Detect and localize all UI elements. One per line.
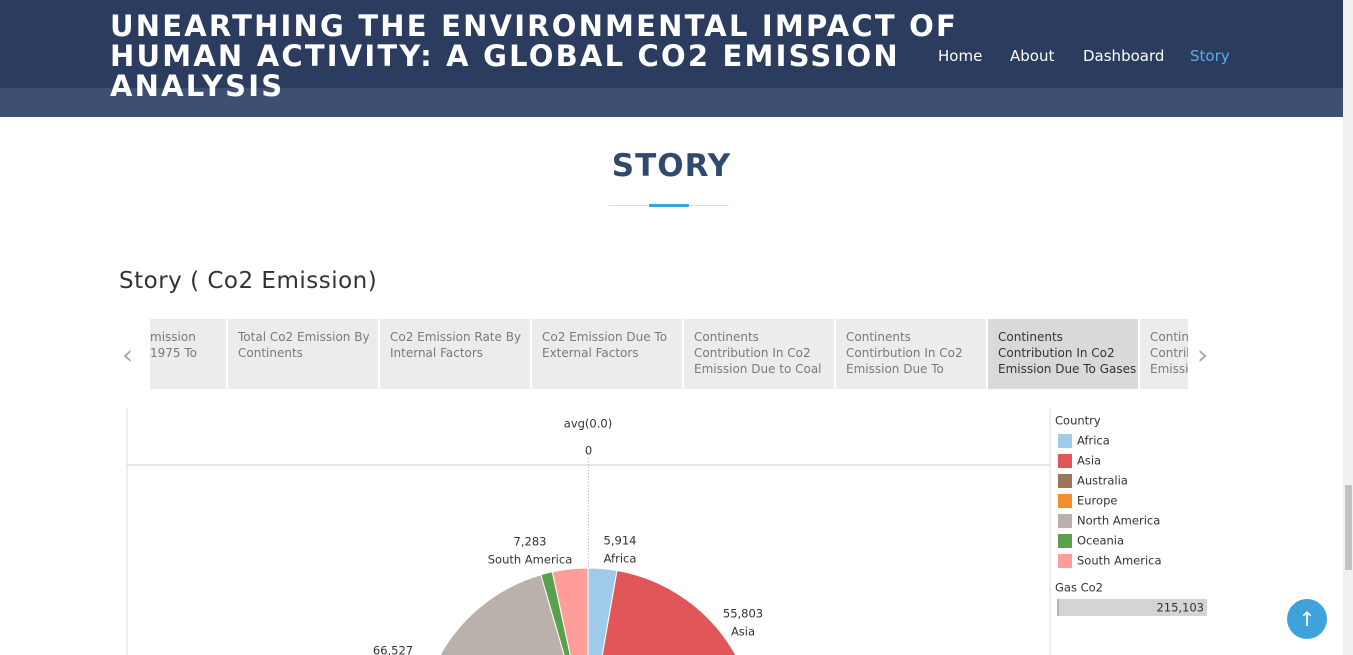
tab-label: Emission Due To Gases: [998, 362, 1137, 376]
data-label: 55,803: [723, 607, 763, 621]
story-tab[interactable]: Continents Contribution In Co2 Emission Du…: [988, 319, 1138, 389]
nav-link[interactable]: Dashboard: [1083, 47, 1165, 65]
tab-label: mission: [150, 330, 196, 344]
legend-label: Asia: [1077, 454, 1101, 468]
legend-label: Europe: [1077, 494, 1117, 508]
site-title: UNEARTHING THE ENVIRONMENTAL IMPACT OF: [110, 9, 959, 43]
tab-label: Co2 Emission Due To: [542, 330, 668, 344]
header-strip: [0, 88, 1343, 117]
data-label-category: Asia: [731, 625, 755, 639]
data-label: 66,527: [373, 644, 413, 655]
nav-link[interactable]: Home: [938, 47, 983, 65]
tab-label: External Factors: [542, 346, 639, 360]
size-legend-label: 215,103: [1156, 601, 1204, 615]
tab-label: Contirbution In Co2: [846, 346, 963, 360]
data-label-category: Africa: [604, 552, 637, 566]
tab-label: Emissi: [1150, 362, 1188, 376]
tab-label: Contribution In Co2: [998, 346, 1115, 360]
legend-label: South America: [1077, 554, 1162, 568]
data-label-category: South America: [488, 553, 573, 567]
story-tab[interactable]: Continents Contirbution In Co2 Emission Du…: [836, 319, 986, 389]
story-tab[interactable]: Co2 Emission Due To External Factors: [532, 319, 682, 389]
legend-swatch: [1058, 434, 1072, 448]
next-arrow[interactable]: ›: [1197, 338, 1209, 371]
scrollbar[interactable]: [1343, 0, 1353, 655]
tab-label: 1975 To: [150, 346, 197, 360]
column-tick-label: 0: [585, 444, 592, 458]
tab-label: Emission Due To: [846, 362, 944, 376]
column-header: avg(0.0): [564, 417, 612, 431]
data-label: 5,914: [604, 534, 637, 548]
size-legend-bar: [1057, 599, 1207, 616]
legend-swatch: [1058, 554, 1072, 568]
tab-label: Total Co2 Emission By: [238, 330, 370, 344]
nav-link[interactable]: Story: [1190, 47, 1230, 65]
tab-label: Continents: [694, 330, 759, 344]
scrollbar-thumb[interactable]: [1345, 485, 1352, 570]
story-tab[interactable]: mission 1975 To: [150, 319, 226, 389]
story-tab[interactable]: Contin Contrib Emissi: [1140, 319, 1188, 389]
nav-link[interactable]: About: [1010, 47, 1055, 65]
story-tab[interactable]: Co2 Emission Rate By Internal Factors: [380, 319, 530, 389]
tab-label: Internal Factors: [390, 346, 484, 360]
legend-swatch: [1058, 474, 1072, 488]
section-title: STORY: [611, 148, 732, 184]
header-bar: [0, 0, 1343, 88]
back-to-top[interactable]: ↑: [1287, 599, 1327, 639]
story-tab[interactable]: Continents Contribution In Co2 Emission Du…: [684, 319, 834, 389]
tab-label: Contrib: [1150, 346, 1188, 360]
legend-label: Africa: [1077, 434, 1110, 448]
size-legend-title: Gas Co2: [1055, 581, 1103, 595]
data-label: 7,283: [514, 535, 547, 549]
site-title: HUMAN ACTIVITY: A GLOBAL CO2 EMISSION: [110, 39, 900, 73]
site-title: ANALYSIS: [110, 69, 285, 103]
story-tab[interactable]: Total Co2 Emission By Continents: [228, 319, 378, 389]
legend-swatch: [1058, 514, 1072, 528]
legend-title: Country: [1055, 414, 1101, 428]
legend-swatch: [1058, 454, 1072, 468]
tab-label: Continents: [846, 330, 911, 344]
legend-swatch: [1058, 494, 1072, 508]
tab-label: Contribution In Co2: [694, 346, 811, 360]
tab-label: Continents: [998, 330, 1063, 344]
story-title: Story ( Co2 Emission): [119, 268, 378, 294]
divider-accent: [649, 204, 689, 207]
prev-arrow[interactable]: ‹: [122, 338, 134, 371]
tab-label: Emission Due to Coal: [694, 362, 822, 376]
tab-label: Contin: [1150, 330, 1188, 344]
pie-slice: [601, 569, 737, 655]
tab-label: Co2 Emission Rate By: [390, 330, 522, 344]
tab-label: Continents: [238, 346, 303, 360]
legend-swatch: [1058, 534, 1072, 548]
legend-label: Australia: [1077, 474, 1128, 488]
legend-label: Oceania: [1077, 534, 1124, 548]
pie-slice: [551, 567, 589, 655]
legend-label: North America: [1077, 514, 1160, 528]
pie-slice: [439, 574, 565, 655]
